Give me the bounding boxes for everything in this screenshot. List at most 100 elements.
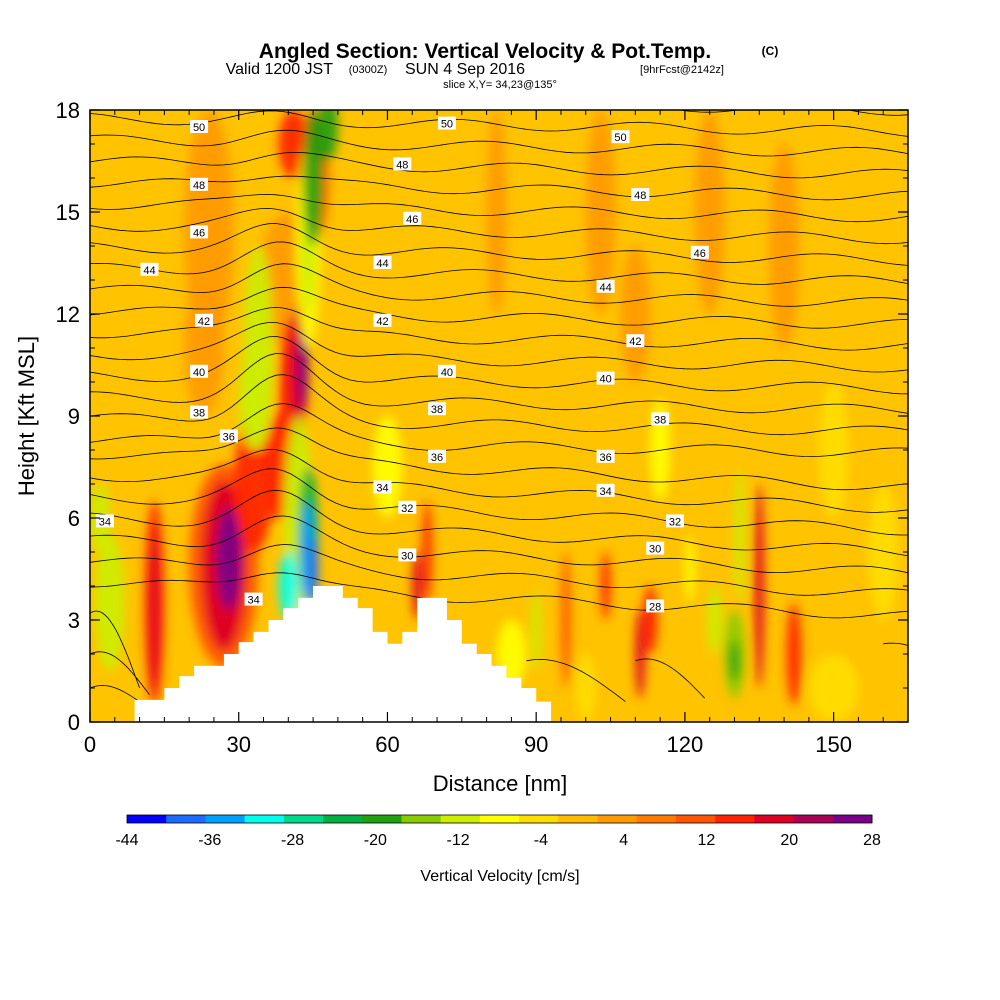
contour-label: 32 [398, 500, 417, 515]
x-tick-label: 60 [375, 732, 399, 757]
velocity-cell [642, 586, 658, 654]
colorbar-tick-label: -36 [198, 832, 221, 849]
theta-contour-line [90, 610, 140, 689]
svg-text:32: 32 [401, 503, 413, 515]
svg-text:46: 46 [694, 248, 706, 260]
theta-contour-line [90, 544, 908, 596]
velocity-cell [754, 484, 765, 688]
colorbar-tick-label: -28 [281, 832, 304, 849]
contour-label: 36 [428, 449, 447, 464]
colorbar-tick-label: -12 [447, 832, 470, 849]
velocity-cell [531, 589, 542, 671]
svg-text:30: 30 [401, 550, 413, 562]
svg-text:40: 40 [599, 374, 611, 386]
theta-contour-line [90, 110, 908, 137]
colorbar-segment [205, 815, 246, 823]
svg-text:50: 50 [441, 119, 453, 131]
contour-label: 42 [195, 313, 214, 328]
velocity-cell [786, 603, 802, 705]
velocity-cell [372, 416, 403, 518]
svg-text:48: 48 [396, 159, 408, 171]
theta-contour-line [90, 335, 908, 395]
theta-contour-line [526, 658, 626, 702]
colorbar-tick-label: 28 [863, 832, 881, 849]
svg-text:42: 42 [198, 316, 210, 328]
y-tick-label: 0 [68, 710, 80, 735]
svg-text:38: 38 [654, 414, 666, 426]
colorbar-tick-label: -4 [534, 832, 548, 849]
theta-contours [90, 110, 908, 702]
velocity-cell [486, 110, 507, 314]
colorbar-segment [754, 815, 795, 823]
colorbar-tick-label: -44 [115, 832, 138, 849]
theta-contour-line [90, 515, 908, 574]
y-tick-label: 15 [56, 200, 80, 225]
colorbar-segment [832, 815, 873, 823]
theta-contour-line [90, 322, 908, 373]
contour-label: 42 [373, 313, 392, 328]
y-tick-label: 9 [68, 404, 80, 429]
velocity-cell [684, 535, 695, 603]
theta-contour-line [90, 193, 908, 223]
svg-text:42: 42 [376, 316, 388, 328]
colorbar-segment [244, 815, 285, 823]
svg-text:36: 36 [599, 452, 611, 464]
velocity-cell [575, 654, 596, 722]
velocity-cell [620, 246, 651, 382]
valid-time-label: Valid 1200 JST [226, 61, 334, 78]
contour-label: 30 [646, 541, 665, 556]
velocity-cell [818, 382, 849, 518]
colorbar-segment [793, 815, 834, 823]
velocity-cell [585, 110, 616, 314]
velocity-cell [422, 501, 433, 603]
svg-text:28: 28 [649, 601, 661, 613]
x-tick-label: 120 [667, 732, 704, 757]
svg-text:34: 34 [599, 486, 611, 498]
svg-text:44: 44 [376, 258, 388, 270]
svg-text:44: 44 [599, 282, 611, 294]
velocity-field [90, 110, 899, 722]
y-tick-label: 3 [68, 608, 80, 633]
svg-text:36: 36 [431, 452, 443, 464]
contour-label: 40 [596, 371, 615, 386]
colorbar-segment [323, 815, 363, 823]
theta-contour-line [90, 572, 908, 619]
contour-label: 50 [190, 120, 209, 134]
colorbar-tick-label: 12 [698, 832, 716, 849]
theta-contour-line [90, 241, 908, 285]
contour-label: 44 [140, 262, 159, 277]
contour-label: 48 [631, 188, 650, 202]
theta-contour-line [90, 353, 908, 414]
colorbar-segment [440, 815, 481, 823]
velocity-cell [318, 110, 338, 161]
theta-contour-line [90, 129, 908, 157]
contour-label: 34 [95, 514, 114, 528]
svg-text:32: 32 [669, 516, 681, 528]
velocity-cell [560, 552, 571, 688]
theta-contour-line [90, 306, 908, 351]
x-tick-label: 0 [84, 732, 96, 757]
colorbar-tick-label: -20 [364, 832, 387, 849]
svg-text:44: 44 [143, 265, 155, 277]
colorbar-segment [519, 815, 559, 823]
slice-label: slice X,Y= 34,23@135° [443, 79, 557, 91]
theta-contour-line [90, 427, 908, 491]
contour-label: 38 [190, 405, 209, 420]
svg-text:38: 38 [193, 408, 205, 420]
svg-text:50: 50 [193, 122, 205, 134]
velocity-cell [600, 552, 611, 620]
svg-text:36: 36 [223, 431, 235, 443]
contour-label: 34 [373, 480, 392, 494]
velocity-cell [278, 110, 309, 178]
contour-label: 40 [437, 364, 456, 379]
x-axis-label: Distance [nm] [433, 771, 568, 796]
contour-label: 46 [690, 245, 709, 260]
contour-label: 36 [219, 429, 238, 443]
contour-label: 34 [596, 483, 615, 498]
velocity-cell [694, 110, 725, 314]
theta-contour-line [90, 263, 908, 307]
colorbar-segment [636, 815, 677, 823]
contour-label: 38 [651, 412, 670, 426]
theta-contour-line [90, 489, 908, 557]
